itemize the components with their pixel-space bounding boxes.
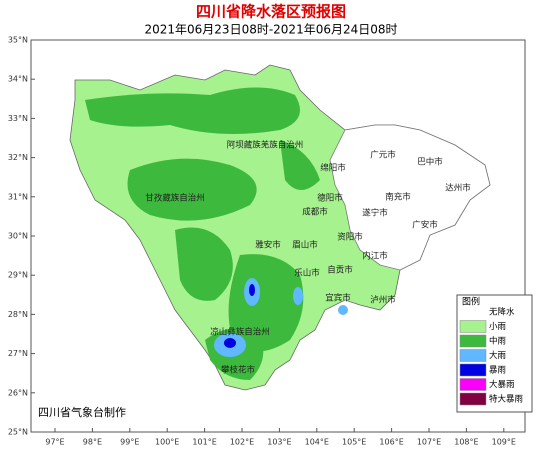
region-label: 眉山市	[292, 240, 318, 251]
subtitle: 2021年06月23日08时-2021年06月24日08时	[144, 23, 397, 37]
region-label: 达州市	[445, 183, 471, 194]
lon-label: 102°E	[230, 438, 254, 447]
lon-label: 101°E	[192, 438, 216, 447]
legend-swatch	[460, 306, 486, 318]
lat-label: 25°N	[8, 428, 28, 437]
lat-label: 35°N	[8, 36, 28, 45]
heavy-patch	[338, 305, 348, 315]
region-label: 泸州市	[370, 295, 396, 306]
lat-label: 30°N	[8, 232, 28, 241]
lon-label: 103°E	[267, 438, 291, 447]
moderate-patch	[127, 158, 257, 221]
moderate-patch	[85, 87, 300, 134]
lon-label: 107°E	[417, 438, 441, 447]
legend-swatch	[459, 320, 487, 333]
region-label: 成都市	[302, 207, 328, 218]
moderate-patch	[175, 227, 233, 301]
lat-label: 26°N	[8, 388, 28, 397]
region-label: 宜宾市	[325, 293, 351, 304]
region-label: 阿坝藏族羌族自治州	[227, 140, 304, 151]
lat-label: 28°N	[8, 310, 28, 319]
region-label: 攀枝花市	[221, 365, 256, 376]
rainstorm	[224, 284, 255, 348]
lon-label: 97°E	[45, 438, 64, 447]
legend-label: 中雨	[489, 336, 507, 347]
rainstorm-patch	[249, 284, 255, 296]
lon-label: 104°E	[305, 438, 329, 447]
no-rain-area	[329, 124, 491, 271]
region-label: 遂宁市	[362, 208, 388, 219]
region-label: 巴中市	[417, 157, 443, 168]
legend-label: 暴雨	[489, 366, 507, 376]
region-label: 内江市	[362, 251, 388, 262]
lon-label: 98°E	[83, 438, 102, 447]
legend-swatch	[459, 334, 487, 348]
lat-label: 33°N	[8, 114, 28, 123]
legend-label: 大暴雨	[489, 379, 515, 390]
region-label: 南充市	[385, 192, 411, 203]
lon-label: 109°E	[492, 438, 516, 447]
title: 四川省降水落区预报图	[196, 3, 346, 21]
lat-label: 32°N	[8, 153, 28, 162]
lat-label: 27°N	[8, 349, 28, 358]
region-label: 自贡市	[327, 265, 353, 276]
legend-label: 无降水	[489, 307, 515, 318]
credit: 四川省气象台制作	[38, 405, 126, 419]
legend-title: 图例	[462, 296, 480, 308]
map	[69, 64, 491, 391]
legend-label: 大雨	[489, 350, 507, 361]
region-label: 广元市	[370, 150, 396, 161]
legend-label: 特大暴雨	[489, 394, 524, 405]
region-label: 资阳市	[337, 232, 363, 243]
legend-swatch	[459, 378, 487, 391]
region-label: 凉山彝族自治州	[210, 327, 270, 338]
lat-label: 34°N	[8, 75, 28, 84]
legend-swatch	[459, 392, 487, 406]
lon-label: 108°E	[454, 438, 478, 447]
lat-label: 31°N	[8, 192, 28, 201]
moderate-patch	[280, 140, 320, 190]
lon-label: 100°E	[155, 438, 179, 447]
legend-label: 小雨	[489, 321, 507, 332]
legend-swatch	[459, 349, 487, 362]
moderate-patch	[228, 254, 304, 352]
region-label: 绵阳市	[320, 163, 346, 174]
lat-label: 29°N	[8, 271, 28, 280]
legend-swatch	[459, 363, 487, 377]
region-label: 广安市	[412, 220, 438, 231]
lon-label: 105°E	[342, 438, 366, 447]
region-label: 乐山市	[294, 268, 320, 279]
region-label: 雅安市	[255, 240, 281, 251]
heavy-patch	[293, 287, 303, 305]
lon-label: 99°E	[120, 438, 139, 447]
rainstorm-patch	[224, 338, 236, 348]
region-label: 甘孜藏族自治州	[145, 193, 205, 204]
region-label: 德阳市	[317, 193, 343, 204]
lon-label: 106°E	[379, 438, 403, 447]
